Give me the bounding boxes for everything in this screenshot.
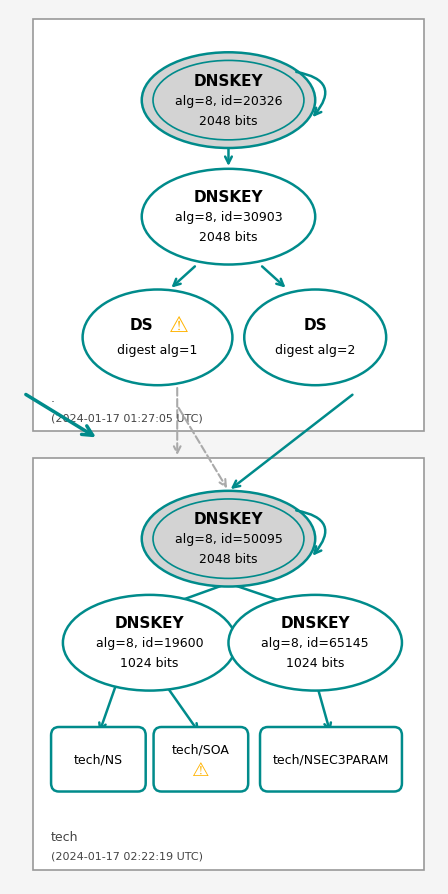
Ellipse shape (142, 54, 315, 148)
FancyBboxPatch shape (260, 727, 402, 791)
FancyBboxPatch shape (51, 727, 146, 791)
Text: DNSKEY: DNSKEY (115, 616, 185, 630)
Text: 2048 bits: 2048 bits (199, 231, 258, 244)
Text: 2048 bits: 2048 bits (199, 552, 258, 566)
Text: DS: DS (303, 318, 327, 333)
Text: .: . (51, 392, 55, 405)
Text: digest alg=2: digest alg=2 (275, 344, 355, 357)
Text: DS: DS (130, 318, 154, 333)
Ellipse shape (142, 170, 315, 266)
Text: alg=8, id=30903: alg=8, id=30903 (175, 211, 282, 224)
Text: DNSKEY: DNSKEY (280, 616, 350, 630)
Text: tech/NSEC3PARAM: tech/NSEC3PARAM (273, 753, 389, 766)
Text: alg=8, id=65145: alg=8, id=65145 (261, 637, 369, 650)
Text: 1024 bits: 1024 bits (121, 656, 179, 670)
Ellipse shape (228, 595, 402, 691)
Text: digest alg=1: digest alg=1 (117, 344, 198, 357)
Ellipse shape (82, 291, 233, 386)
Text: (2024-01-17 01:27:05 UTC): (2024-01-17 01:27:05 UTC) (51, 413, 203, 423)
Text: 2048 bits: 2048 bits (199, 114, 258, 128)
Text: (2024-01-17 02:22:19 UTC): (2024-01-17 02:22:19 UTC) (51, 851, 203, 861)
FancyBboxPatch shape (33, 458, 424, 870)
Ellipse shape (63, 595, 237, 691)
Text: alg=8, id=50095: alg=8, id=50095 (175, 533, 282, 545)
Text: ⚠: ⚠ (192, 760, 210, 780)
Ellipse shape (244, 291, 386, 386)
FancyArrowPatch shape (296, 72, 325, 116)
Text: tech/NS: tech/NS (74, 753, 123, 766)
Text: tech: tech (51, 830, 78, 843)
FancyArrowPatch shape (296, 510, 325, 554)
FancyBboxPatch shape (33, 20, 424, 432)
Text: alg=8, id=19600: alg=8, id=19600 (96, 637, 203, 650)
Text: DNSKEY: DNSKEY (194, 73, 263, 89)
Text: 1024 bits: 1024 bits (286, 656, 345, 670)
Text: ⚠: ⚠ (169, 316, 189, 335)
FancyBboxPatch shape (154, 727, 248, 791)
Text: DNSKEY: DNSKEY (194, 190, 263, 205)
Text: tech/SOA: tech/SOA (172, 743, 230, 755)
Text: DNSKEY: DNSKEY (194, 511, 263, 527)
Text: alg=8, id=20326: alg=8, id=20326 (175, 95, 282, 107)
Ellipse shape (142, 492, 315, 586)
